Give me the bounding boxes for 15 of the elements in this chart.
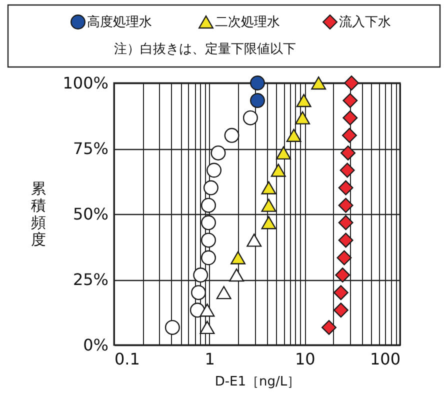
x-tick-label: 100 xyxy=(370,350,400,368)
y-tick-label: 0% xyxy=(83,336,108,354)
legend-label: 二次処理水 xyxy=(215,15,280,30)
x-tick-label: 1 xyxy=(204,350,215,368)
y-tick-label: 100% xyxy=(62,74,108,92)
x-tick-label: 0.1 xyxy=(114,350,140,368)
y-axis-title: 累積頻度 xyxy=(31,180,46,248)
y-tick-label: 25% xyxy=(72,270,108,289)
y-tick-label: 50% xyxy=(72,204,108,224)
x-tick-label: 10 xyxy=(294,350,316,368)
legend-label: 高度処理水 xyxy=(87,14,152,30)
y-tick-label: 75% xyxy=(72,139,108,158)
legend-label: 流入下水 xyxy=(339,14,391,30)
text: 注）白抜きは、定量下限値以下 xyxy=(114,42,296,57)
x-axis-title: D-E1［ng/L］ xyxy=(214,374,300,390)
